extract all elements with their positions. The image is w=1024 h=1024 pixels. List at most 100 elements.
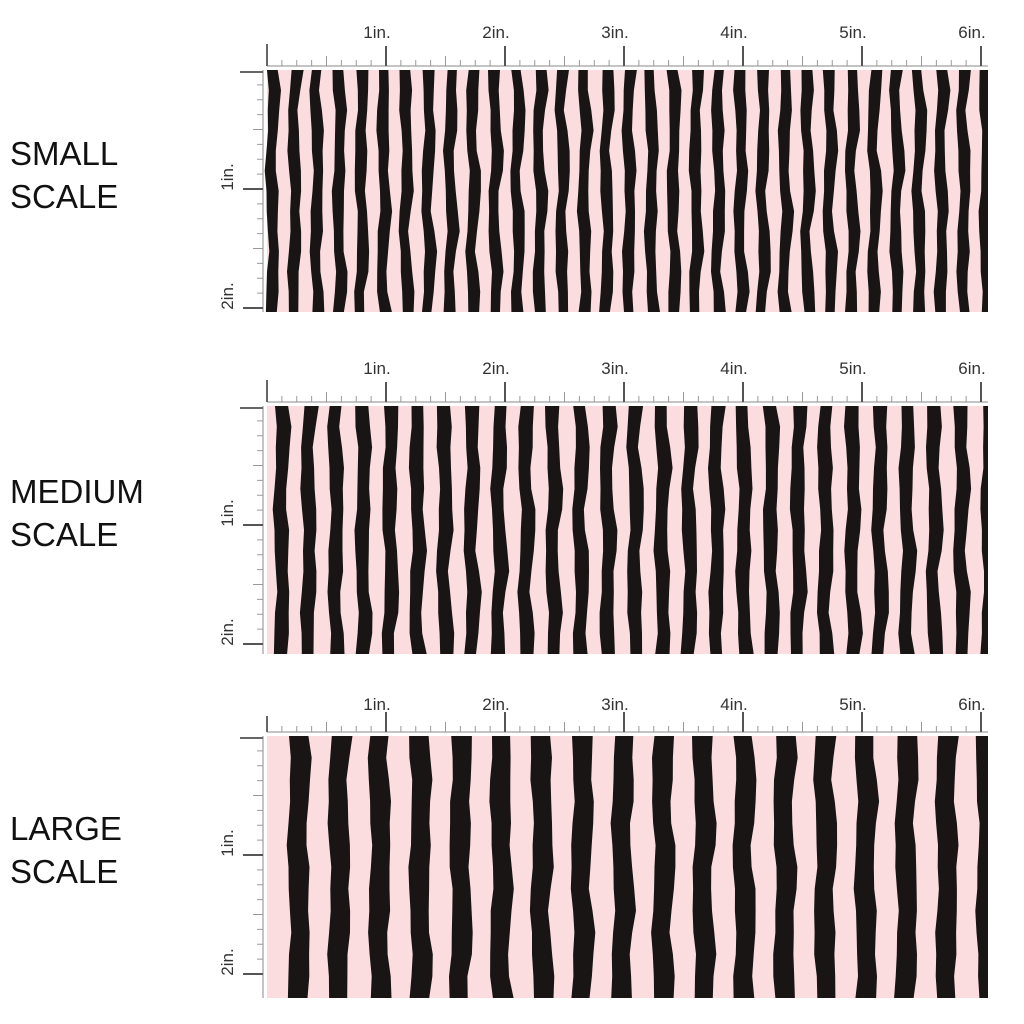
stripe — [978, 70, 988, 312]
stripe — [532, 70, 549, 312]
ruler-label: 2in. — [218, 618, 237, 645]
stripe — [651, 736, 676, 998]
stripe — [953, 406, 972, 654]
stripe — [510, 70, 526, 312]
stripe — [822, 70, 839, 312]
stripe — [894, 736, 919, 998]
stripe — [889, 70, 906, 312]
stripe — [488, 70, 504, 312]
scale-label: MEDIUM — [10, 473, 144, 510]
stripe — [934, 736, 959, 998]
ruler-label: 3in. — [601, 695, 628, 714]
ruler-label: 4in. — [720, 359, 747, 378]
ruler-label: 4in. — [720, 23, 747, 42]
ruler-label: 1in. — [218, 829, 237, 856]
stripe — [911, 70, 928, 312]
stripe — [773, 736, 798, 998]
stripe — [643, 70, 660, 312]
ruler-label: 5in. — [839, 23, 866, 42]
stripe — [572, 406, 590, 654]
stripe — [733, 70, 750, 312]
ruler-label: 5in. — [839, 695, 866, 714]
stripe — [517, 406, 536, 654]
stripe — [443, 70, 460, 312]
stripe — [599, 406, 618, 654]
stripe — [327, 406, 345, 654]
stripe — [264, 70, 281, 312]
stripe — [376, 70, 393, 312]
stripe — [421, 70, 438, 312]
ruler-label: 6in. — [958, 695, 985, 714]
stripe — [408, 736, 433, 998]
stripe — [933, 70, 951, 312]
ruler-label: 1in. — [363, 695, 390, 714]
stripe — [354, 70, 370, 312]
stripe — [956, 70, 971, 312]
ruler-label: 2in. — [218, 948, 237, 975]
ruler-label: 2in. — [482, 695, 509, 714]
stripe — [925, 406, 944, 654]
ruler-label: 5in. — [839, 359, 866, 378]
stripe — [286, 736, 312, 998]
scale-label: SCALE — [10, 516, 118, 553]
ruler-label: 6in. — [958, 359, 985, 378]
stripe — [666, 70, 682, 312]
stripe — [287, 70, 304, 312]
stripe — [800, 70, 816, 312]
stripe — [299, 406, 319, 654]
stripe — [327, 736, 353, 998]
scale-label: LARGE — [10, 810, 122, 847]
stripe — [381, 406, 400, 654]
stripe — [980, 406, 988, 654]
stripe — [898, 406, 918, 654]
ruler-label: 2in. — [482, 359, 509, 378]
stripe — [576, 70, 594, 312]
scale-label: SCALE — [10, 178, 118, 215]
stripe — [817, 406, 835, 654]
stripe — [692, 736, 717, 998]
ruler-label: 3in. — [601, 23, 628, 42]
stripe — [871, 406, 889, 654]
stripe — [762, 406, 781, 654]
stripe — [777, 70, 795, 312]
stripe — [463, 406, 482, 654]
stripe — [653, 406, 673, 654]
stripe — [367, 736, 392, 998]
stripe — [680, 406, 699, 654]
stripe — [272, 406, 292, 654]
stripe — [309, 70, 325, 312]
scale-label: SCALE — [10, 853, 118, 890]
stripe — [626, 406, 644, 654]
stripe — [755, 70, 771, 312]
ruler-label: 6in. — [958, 23, 985, 42]
stripe — [621, 70, 637, 312]
stripe — [844, 406, 863, 654]
stripe — [408, 406, 427, 654]
stripe — [554, 70, 570, 312]
stripe — [708, 406, 726, 654]
stripe — [449, 736, 473, 998]
stripe — [732, 736, 757, 998]
stripe — [545, 406, 564, 654]
ruler-label: 2in. — [218, 282, 237, 309]
stripe — [599, 70, 615, 312]
stripe — [354, 406, 373, 654]
stripe — [398, 70, 415, 312]
stripe — [331, 70, 348, 312]
stripe — [845, 70, 861, 312]
scale-panel: SMALL SCALE 1in. 2in. 3in. 4in. 5in. 6in. 1in. 2i… — [10, 23, 988, 312]
stripe — [465, 70, 481, 312]
stripe — [789, 406, 808, 654]
ruler-label: 2in. — [482, 23, 509, 42]
stripe — [711, 70, 726, 312]
stripe — [529, 736, 555, 998]
ruler-label: 4in. — [720, 695, 747, 714]
ruler-label: 1in. — [218, 163, 237, 190]
ruler-label: 3in. — [601, 359, 628, 378]
ruler-label: 1in. — [363, 359, 390, 378]
ruler-label: 1in. — [218, 499, 237, 526]
stripe — [610, 736, 636, 998]
ruler-label: 1in. — [363, 23, 390, 42]
